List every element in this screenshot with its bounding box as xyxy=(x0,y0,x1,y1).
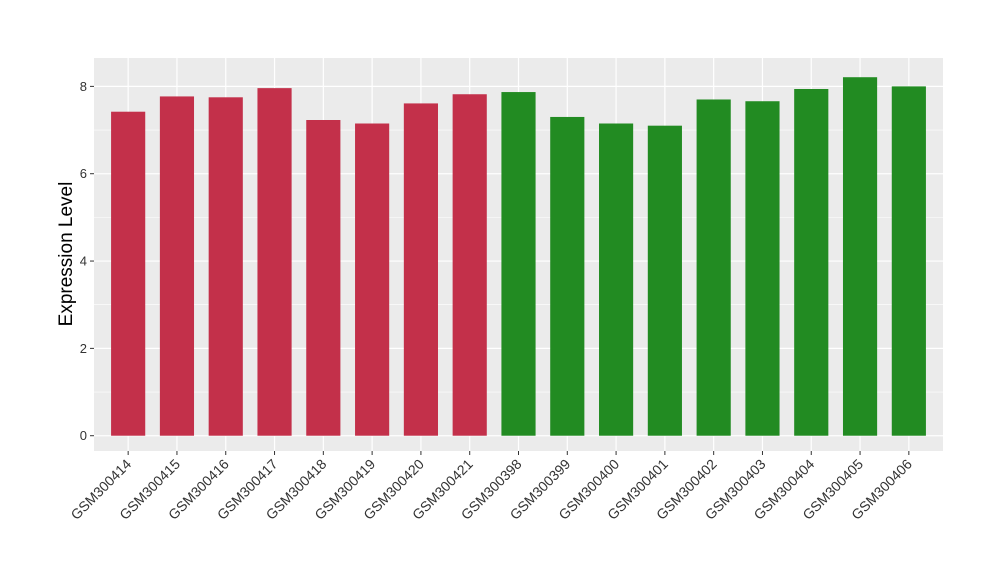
y-tick-label: 4 xyxy=(80,254,87,269)
y-tick-label: 2 xyxy=(80,341,87,356)
bar-GSM300404 xyxy=(794,89,829,436)
y-tick-label: 6 xyxy=(80,166,87,181)
bar-GSM300400 xyxy=(599,123,634,436)
bar-GSM300415 xyxy=(159,96,195,436)
x-axis-ticks: GSM300414GSM300415GSM300416GSM300417GSM3… xyxy=(67,451,915,523)
bars xyxy=(111,77,926,436)
bar-GSM300418 xyxy=(306,120,341,436)
y-tick-label: 0 xyxy=(80,428,87,443)
bar-GSM300421 xyxy=(452,94,487,436)
bar-GSM300420 xyxy=(403,103,438,436)
bar-GSM300406 xyxy=(891,86,926,436)
bar-GSM300417 xyxy=(257,88,292,436)
bar-GSM300398 xyxy=(501,92,536,436)
bar-GSM300403 xyxy=(745,101,780,436)
bar-GSM300399 xyxy=(550,116,585,436)
bar-GSM300405 xyxy=(842,77,878,436)
bar-GSM300401 xyxy=(647,125,682,436)
bar-GSM300402 xyxy=(696,99,731,436)
bar-GSM300419 xyxy=(355,123,390,436)
y-tick-label: 8 xyxy=(80,79,87,94)
y-axis-label: Expression Level xyxy=(56,182,77,327)
bar-GSM300416 xyxy=(208,97,243,436)
y-axis-ticks: 0 2 4 6 8 xyxy=(80,79,94,443)
bar-GSM300414 xyxy=(111,111,146,436)
